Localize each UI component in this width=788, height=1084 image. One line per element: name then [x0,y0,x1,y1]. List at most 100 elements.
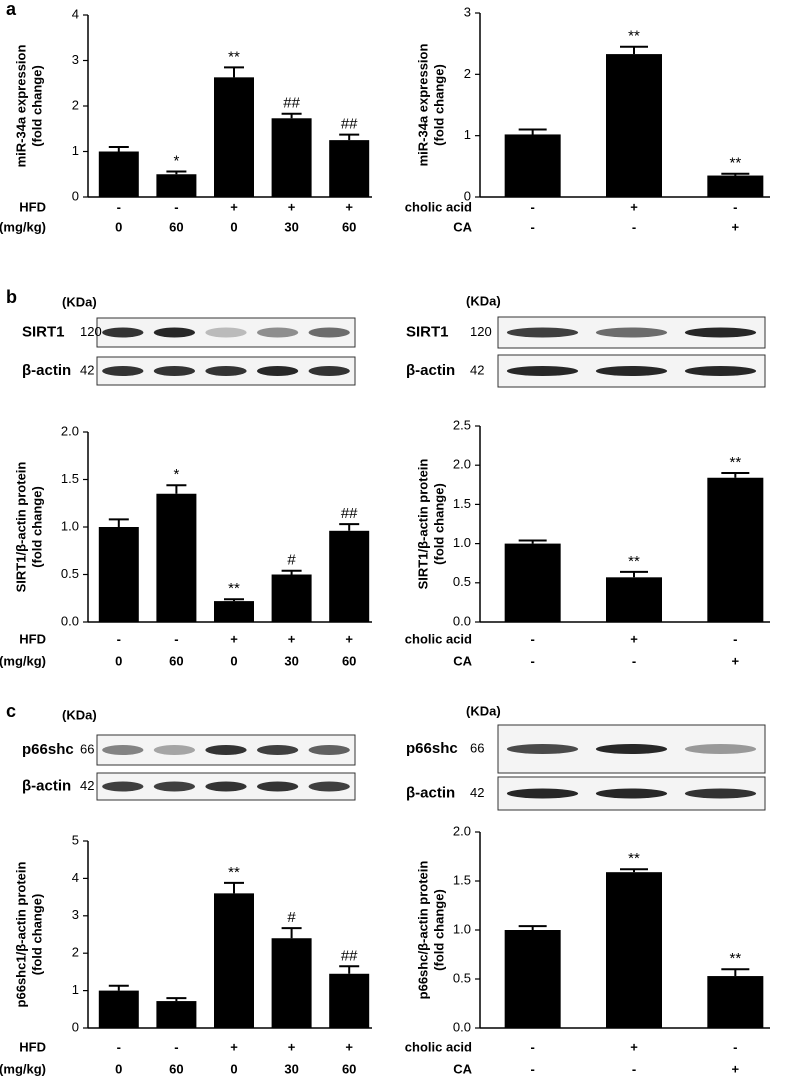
significance-label: # [287,909,296,926]
treatment-level: + [288,199,296,214]
bar [214,77,254,197]
treatment-level: + [630,1039,638,1054]
blot-band [308,366,350,376]
blot-band [595,744,668,754]
significance-label: ** [228,580,240,597]
significance-label: ** [729,950,741,967]
y-tick-label: 2 [72,97,79,112]
bar [98,527,139,622]
treatment-level: + [732,1061,740,1076]
treatment-name: CA(mg/kg) [0,653,46,668]
significance-label: ## [283,95,300,112]
treatment-name: HFD [19,199,46,214]
y-axis-label: p66shc1/β-actin protein [13,861,28,1007]
treatment-name: CA(mg/kg) [0,219,46,234]
treatment-name: cholic acid [405,631,472,646]
blot-band [308,781,350,792]
treatment-name: CA(mg/kg) [0,1061,46,1076]
treatment-level: + [345,199,353,214]
y-tick-label: 5 [72,832,79,847]
blot-band [595,366,668,376]
bar [156,493,197,622]
error-bar [108,518,129,527]
blot-size: 42 [470,785,484,800]
y-tick-label: 1.0 [61,518,79,533]
blot-band [153,366,196,376]
bar [504,134,561,197]
blot-protein: SIRT1 [406,323,449,340]
y-axis-label: (fold change) [431,64,446,146]
treatment-level: + [345,1039,353,1054]
y-axis-label: (fold change) [431,889,446,971]
treatment-name: cholic acid [405,1039,472,1054]
blot-band [256,366,299,376]
y-axis-label: (fold change) [29,65,44,147]
y-tick-label: 0.5 [453,574,471,589]
error-bar [339,523,360,531]
y-tick-label: 0.0 [453,613,471,628]
treatment-level: - [174,199,178,214]
blot-band [102,781,144,792]
treatment-level: 0 [115,653,122,668]
treatment-level: - [174,631,178,646]
blot-band [506,327,579,338]
significance-label: ** [228,48,240,65]
error-bar [224,598,244,602]
bar [271,118,312,197]
bar [214,893,254,1028]
treatment-level: - [117,199,121,214]
bar [329,530,370,622]
treatment-name: HFD [19,631,46,646]
treatment-level: - [632,219,636,234]
y-tick-label: 0.0 [61,613,79,628]
treatment-level: - [117,1039,121,1054]
bar [156,1001,197,1028]
error-bar [108,984,129,991]
blot-protein: p66shc [22,741,74,758]
significance-label: ** [729,454,741,471]
blot-band [153,327,196,338]
error-bar [281,112,302,119]
treatment-level: 30 [284,653,298,668]
blot-band [205,327,247,338]
blot-band [205,781,247,792]
treatment-level: - [530,199,534,214]
treatment-level: 0 [115,219,122,234]
treatment-name: HFD [19,1039,46,1054]
error-bar [620,868,648,873]
blot-band [308,327,350,338]
treatment-level: 60 [342,653,356,668]
y-axis-label: SIRT1/β-actin protein [13,462,28,593]
blot-band [102,327,144,338]
treatment-level: + [230,1039,238,1054]
treatment-level: + [345,631,353,646]
y-tick-label: 2.0 [453,823,471,838]
y-tick-label: 1.5 [453,872,471,887]
bar [707,477,764,622]
blot-band [205,745,247,755]
treatment-level: 60 [169,653,183,668]
error-bar [721,172,750,176]
y-tick-label: 1.5 [61,471,79,486]
error-bar [108,145,129,152]
treatment-level: - [733,631,737,646]
blot-unit: (KDa) [466,703,501,718]
blot-band [684,788,757,799]
error-bar [339,133,360,141]
treatment-level: + [230,631,238,646]
treatment-level: 30 [284,1061,298,1076]
significance-label: * [173,466,179,483]
bar [329,973,370,1028]
blot-band [256,781,299,792]
blot-size: 66 [80,741,94,756]
blot-band [205,366,247,376]
significance-label: ** [628,28,640,45]
blot-band [102,745,144,755]
blot-band [684,366,757,376]
blot-unit: (KDa) [62,294,97,309]
treatment-level: - [733,1039,737,1054]
y-axis-label: p66shc/β-actin protein [415,861,430,1000]
blot-protein: β-actin [22,362,71,379]
error-bar [721,968,750,977]
treatment-level: 60 [342,219,356,234]
